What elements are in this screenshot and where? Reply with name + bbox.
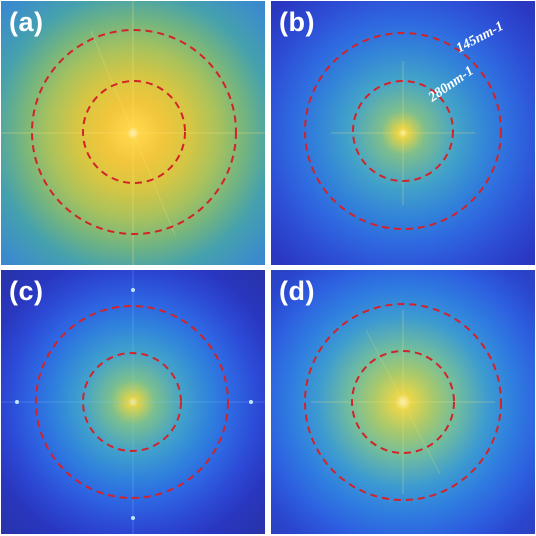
panel-label-d: (d) (279, 276, 315, 306)
fft-spectrum-a (1, 1, 265, 265)
panel-label-c: (c) (9, 276, 44, 306)
inner-ring-d (351, 350, 455, 454)
fft-spectrum-b (271, 1, 535, 265)
ring-overlay-a (31, 29, 237, 235)
panel-label-b: (b) (279, 7, 315, 37)
panel-a: (a) (1, 1, 265, 265)
outer-ring-c (35, 305, 229, 499)
fft-spectrum-c (1, 270, 265, 534)
inner-ring-c (82, 352, 182, 452)
ring-overlay-d (304, 303, 502, 501)
panel-b: (b) 145nm-1 280nm-1 (271, 1, 535, 265)
ring-overlay-c (35, 305, 229, 499)
panel-label-a: (a) (9, 7, 44, 37)
inner-ring-b (352, 80, 454, 182)
outer-ring-d (304, 303, 502, 501)
panel-c: (c) (1, 270, 265, 534)
outer-ring-b (304, 32, 502, 230)
outer-ring-a (31, 29, 237, 235)
panel-d: (d) (271, 270, 535, 534)
fft-spectrum-d (271, 270, 535, 534)
ring-overlay-b (304, 32, 502, 230)
inner-ring-a (82, 80, 186, 184)
